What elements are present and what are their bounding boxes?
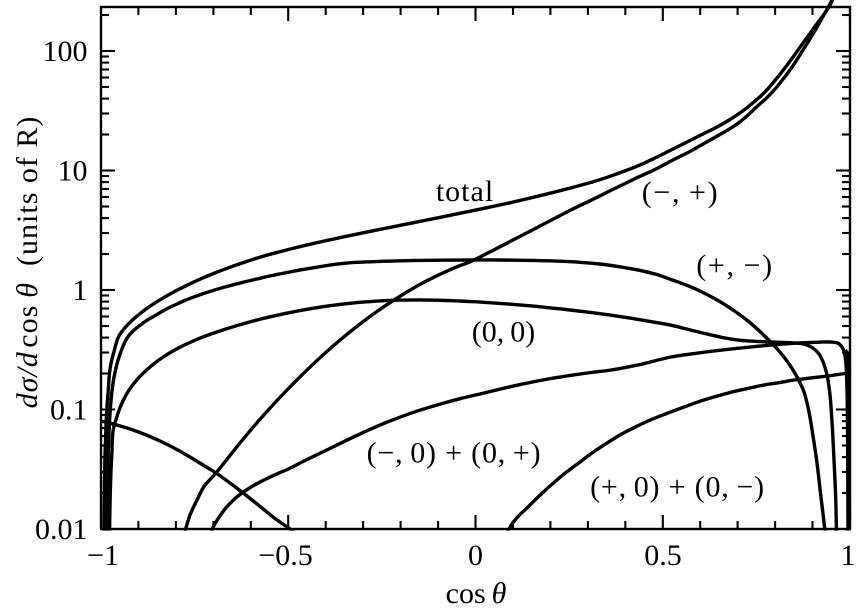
svg-text:(−, 0) + (0, +): (−, 0) + (0, +) (367, 437, 542, 470)
svg-text:−1: −1 (87, 539, 119, 572)
svg-text:1: 1 (841, 539, 856, 572)
svg-text:0.1: 0.1 (50, 394, 88, 427)
svg-text:(0, 0): (0, 0) (472, 316, 536, 349)
svg-text:100: 100 (43, 35, 88, 68)
svg-text:−0.5: −0.5 (258, 539, 312, 572)
svg-text:1: 1 (73, 274, 88, 307)
svg-text:0: 0 (468, 539, 483, 572)
svg-text:dσ/d cos θ (units of R): dσ/d cos θ (units of R) (11, 116, 44, 409)
svg-text:0.5: 0.5 (644, 539, 682, 572)
svg-text:(+, 0) + (0, −): (+, 0) + (0, −) (590, 471, 765, 504)
svg-text:total: total (436, 175, 494, 208)
svg-text:0.01: 0.01 (35, 513, 88, 546)
svg-text:(−, +): (−, +) (642, 176, 720, 209)
svg-text:(+, −): (+, −) (696, 249, 774, 282)
svg-text:cos θ: cos θ (446, 577, 507, 610)
svg-text:10: 10 (58, 155, 88, 188)
